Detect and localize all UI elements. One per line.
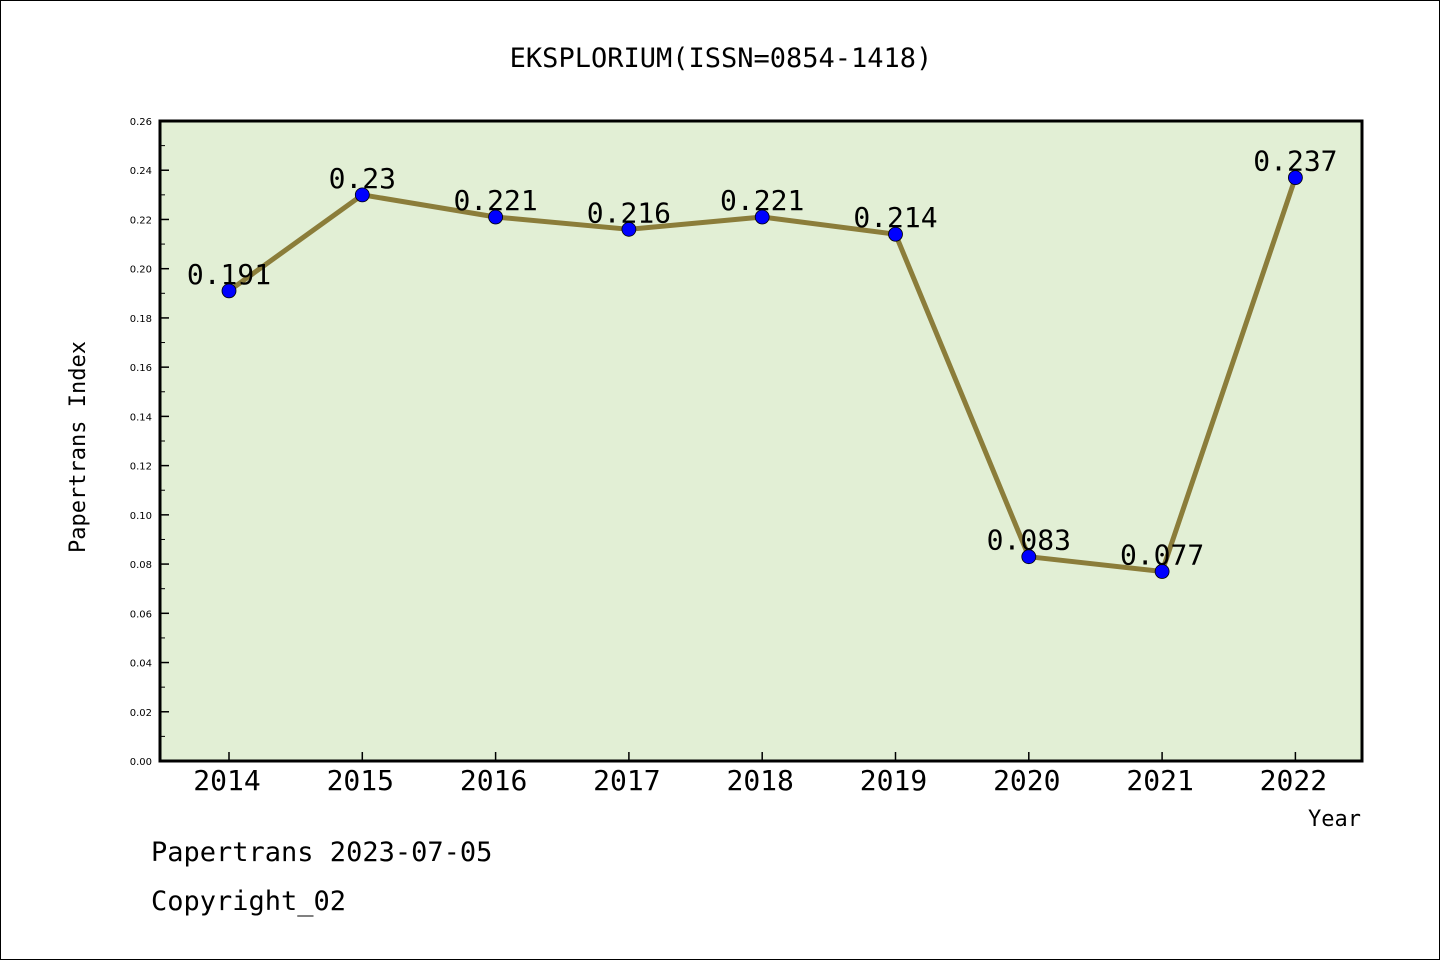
data-label: 0.237 xyxy=(1253,145,1337,178)
x-tick-label: 2022 xyxy=(1260,764,1327,797)
data-point xyxy=(888,226,903,242)
data-point xyxy=(1021,549,1037,565)
x-tick-label: 2021 xyxy=(1126,764,1193,797)
x-tick-label: 2020 xyxy=(993,764,1060,797)
y-tick-label: 0.12 xyxy=(130,462,152,473)
x-tick-label: 2016 xyxy=(460,764,527,797)
y-tick-label: 0.08 xyxy=(130,560,152,571)
data-point xyxy=(488,209,504,225)
data-point xyxy=(621,221,637,237)
data-point xyxy=(354,187,370,203)
y-tick-label: 0.18 xyxy=(130,314,152,325)
data-point xyxy=(754,209,770,225)
x-tick-label: 2017 xyxy=(593,764,660,797)
y-tick-label: 0.16 xyxy=(130,363,152,374)
data-markers xyxy=(221,170,1303,579)
x-tick-label: 2014 xyxy=(193,764,260,797)
data-labels: 0.191 0.23 0.221 0.216 0.221 0.214 0.083 0.077 0… xyxy=(187,145,1338,572)
y-tick-label: 0.02 xyxy=(130,708,152,719)
x-tick-label: 2019 xyxy=(860,764,927,797)
chart-title: EKSPLORIUM(ISSN=0854-1418) xyxy=(510,43,933,74)
data-point xyxy=(1154,564,1170,579)
data-label: 0.083 xyxy=(987,524,1071,557)
data-label: 0.221 xyxy=(453,184,537,217)
y-tick-label: 0.06 xyxy=(130,609,152,620)
y-tick-label: 0.10 xyxy=(130,511,152,522)
y-tick-label: 0.20 xyxy=(130,265,152,276)
y-tick-label: 0.04 xyxy=(130,659,152,670)
y-tick-label: 0.22 xyxy=(130,215,152,226)
y-axis-label: Papertrans Index xyxy=(66,341,91,553)
footer-date: Papertrans 2023-07-05 xyxy=(151,837,493,868)
x-tick-label: 2015 xyxy=(327,764,394,797)
x-tick-label: 2018 xyxy=(726,764,793,797)
data-label: 0.191 xyxy=(187,258,271,291)
x-axis-ticks: 2014 2015 2016 2017 2018 2019 2020 2021 2022 xyxy=(193,752,1327,797)
data-label: 0.077 xyxy=(1120,538,1204,571)
plot-border xyxy=(158,119,1364,763)
y-tick-label: 0.26 xyxy=(130,117,152,128)
data-label: 0.221 xyxy=(720,184,804,217)
y-tick-label: 0.24 xyxy=(130,166,152,177)
data-point xyxy=(221,283,237,299)
data-point xyxy=(1288,170,1303,186)
x-axis-label: Year xyxy=(1308,807,1361,832)
data-label: 0.23 xyxy=(329,162,396,195)
data-label: 0.214 xyxy=(853,201,937,234)
y-tick-label: 0.00 xyxy=(130,757,152,768)
plot-area xyxy=(160,121,1362,761)
y-tick-label: 0.14 xyxy=(130,412,152,423)
data-label: 0.216 xyxy=(587,196,671,229)
footer-copyright: Copyright_02 xyxy=(151,886,347,917)
